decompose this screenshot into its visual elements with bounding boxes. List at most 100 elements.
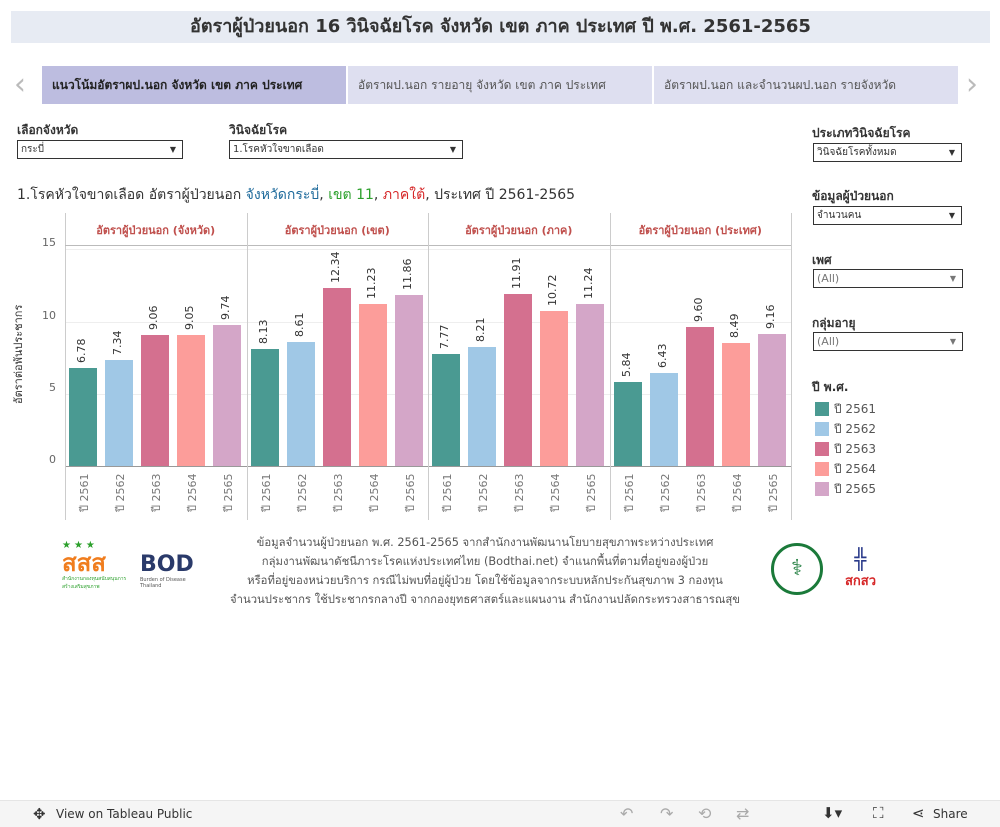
legend-item[interactable]: ปี 2564	[815, 459, 876, 479]
legend-label: ปี 2564	[834, 461, 876, 476]
data-label: 8.13	[256, 319, 270, 344]
age-select[interactable]: (All) ▼	[813, 332, 963, 351]
tab-by-age[interactable]: อัตราผป.นอก รายอายุ จังหวัด เขต ภาค ประเ…	[348, 66, 652, 104]
tab-by-province[interactable]: อัตราผป.นอก และจำนวนผป.นอก รายจังหวัด	[654, 66, 958, 104]
bar[interactable]	[286, 341, 315, 466]
legend-item[interactable]: ปี 2563	[815, 439, 876, 459]
x-tick-label: ปี 2565	[766, 473, 780, 512]
fullscreen-icon[interactable]: ⛶	[873, 804, 884, 822]
data-label: 11.86	[400, 258, 414, 290]
legend-label: ปี 2563	[834, 441, 876, 456]
tab-trend[interactable]: แนวโน้มอัตราผป.นอก จังหวัด เขต ภาค ประเท…	[42, 66, 346, 104]
bar[interactable]	[649, 373, 678, 466]
footer-line: กลุ่มงานพัฒนาดัชนีภาระโรคแห่งประเทศไทย (…	[261, 555, 709, 568]
dropdown-arrow-icon: ▼	[449, 145, 456, 154]
dropdown-arrow-icon: ▼	[948, 211, 955, 220]
panel-divider	[246, 213, 248, 520]
redo-icon[interactable]: ↷	[660, 804, 674, 823]
year-legend: ปี 2561 ปี 2562 ปี 2563 ปี 2564 ปี 2565	[815, 399, 876, 499]
footer-line: จำนวนประชากร ใช้ประชากรกลางปี จากกองยุทธ…	[230, 593, 740, 606]
share-button[interactable]: Share	[933, 807, 968, 821]
opd-data-value: จำนวนคน	[817, 210, 862, 221]
subtitle-prefix: 1.โรคหัวใจขาดเลือด อัตราผู้ป่วยนอก	[17, 187, 246, 203]
x-tick-label: ปี 2563	[694, 473, 708, 512]
subtitle-region: เขต 11	[328, 187, 374, 203]
bar[interactable]	[394, 294, 423, 466]
legend-item[interactable]: ปี 2565	[815, 479, 876, 499]
panel-divider	[609, 213, 611, 520]
tabs-prev-icon[interactable]: ‹	[14, 67, 26, 102]
legend-swatch	[815, 482, 829, 496]
share-icon[interactable]: ⋖	[912, 804, 925, 822]
legend-label: ปี 2561	[834, 401, 876, 416]
province-select[interactable]: กระบี่ ▼	[17, 140, 183, 159]
bod-logo: BOD Burden of Disease Thailand	[140, 552, 194, 590]
x-tick-label: ปี 2563	[331, 473, 345, 512]
x-tick-label: ปี 2565	[585, 473, 598, 512]
bar[interactable]	[250, 348, 279, 466]
panel-divider	[791, 213, 792, 520]
moph-seal-logo: ⚕	[771, 543, 823, 595]
chart-subtitle: 1.โรคหัวใจขาดเลือด อัตราผู้ป่วยนอก จังหว…	[17, 184, 575, 206]
x-tick-label: ปี 2561	[259, 473, 273, 512]
bar[interactable]	[69, 368, 97, 466]
legend-item[interactable]: ปี 2562	[815, 419, 876, 439]
bar[interactable]	[213, 325, 241, 466]
tabs-next-icon[interactable]: ›	[966, 67, 978, 102]
province-value: กระบี่	[21, 144, 45, 155]
bar[interactable]	[540, 311, 568, 466]
undo-icon[interactable]: ↶	[620, 804, 634, 823]
y-axis-line	[65, 213, 66, 520]
bar[interactable]	[432, 353, 460, 466]
view-on-tableau-link[interactable]: View on Tableau Public	[56, 807, 193, 821]
bar[interactable]	[322, 287, 351, 466]
subtitle-province: จังหวัดกระบี่	[245, 187, 320, 203]
panel-title: อัตราผู้ป่วยนอก (ประเทศ)	[638, 224, 762, 237]
revert-icon[interactable]: ⟲	[698, 804, 712, 823]
dropdown-arrow-icon: ▼	[948, 148, 955, 157]
bar[interactable]	[685, 327, 714, 466]
legend-swatch	[815, 462, 829, 476]
bar[interactable]	[576, 303, 604, 466]
tableau-icon: ✥	[33, 805, 46, 823]
x-tick-label: ปี 2564	[730, 473, 744, 512]
bar[interactable]	[721, 343, 750, 466]
data-label: 5.84	[619, 352, 633, 377]
data-label: 11.23	[364, 267, 378, 299]
x-tick-label: ปี 2565	[222, 473, 235, 512]
diagnosis-select[interactable]: 1.โรคหัวใจขาดเลือด ▼	[229, 140, 463, 159]
data-label: 11.91	[510, 257, 523, 289]
province-filter-label: เลือกจังหวัด	[17, 123, 79, 137]
legend-title: ปี พ.ศ.	[812, 380, 849, 394]
bar[interactable]	[141, 335, 169, 466]
data-label: 7.34	[111, 330, 124, 355]
opd-data-select[interactable]: จำนวนคน ▼	[813, 206, 962, 225]
data-label: 12.34	[328, 251, 342, 283]
legend-item[interactable]: ปี 2561	[815, 399, 876, 419]
data-label: 6.43	[655, 343, 669, 369]
subtitle-sep: ,	[319, 187, 329, 203]
bar[interactable]	[177, 335, 205, 466]
bar[interactable]	[757, 333, 786, 466]
bar[interactable]	[468, 347, 496, 466]
diag-type-select[interactable]: วินิจฉัยโรคทั้งหมด ▼	[813, 143, 962, 162]
bar[interactable]	[504, 293, 532, 466]
data-label: 6.78	[75, 338, 88, 364]
bar-chart: 0 5 10 15 อัตราผู้ป่วยนอก (จังหวัด) 6.78 ปี 25…	[42, 213, 792, 520]
x-tick-label: ปี 2562	[114, 473, 127, 512]
refresh-icon[interactable]: ⇄	[736, 804, 750, 823]
bar[interactable]	[613, 381, 642, 466]
dropdown-arrow-icon: ▼	[949, 274, 956, 283]
panel-title: อัตราผู้ป่วยนอก (จังหวัด)	[96, 224, 216, 237]
sex-select[interactable]: (All) ▼	[813, 269, 963, 288]
bar[interactable]	[105, 359, 133, 466]
data-label: 7.77	[438, 324, 451, 349]
panel-title: อัตราผู้ป่วยนอก (ภาค)	[465, 224, 573, 237]
download-icon[interactable]: ⬇▾	[822, 804, 843, 822]
data-label: 9.74	[219, 295, 232, 321]
age-label: กลุ่มอายุ	[812, 316, 856, 330]
bar[interactable]	[358, 303, 387, 466]
legend-swatch	[815, 442, 829, 456]
x-tick-label: ปี 2563	[513, 473, 526, 512]
x-tick-label: ปี 2561	[78, 473, 91, 512]
